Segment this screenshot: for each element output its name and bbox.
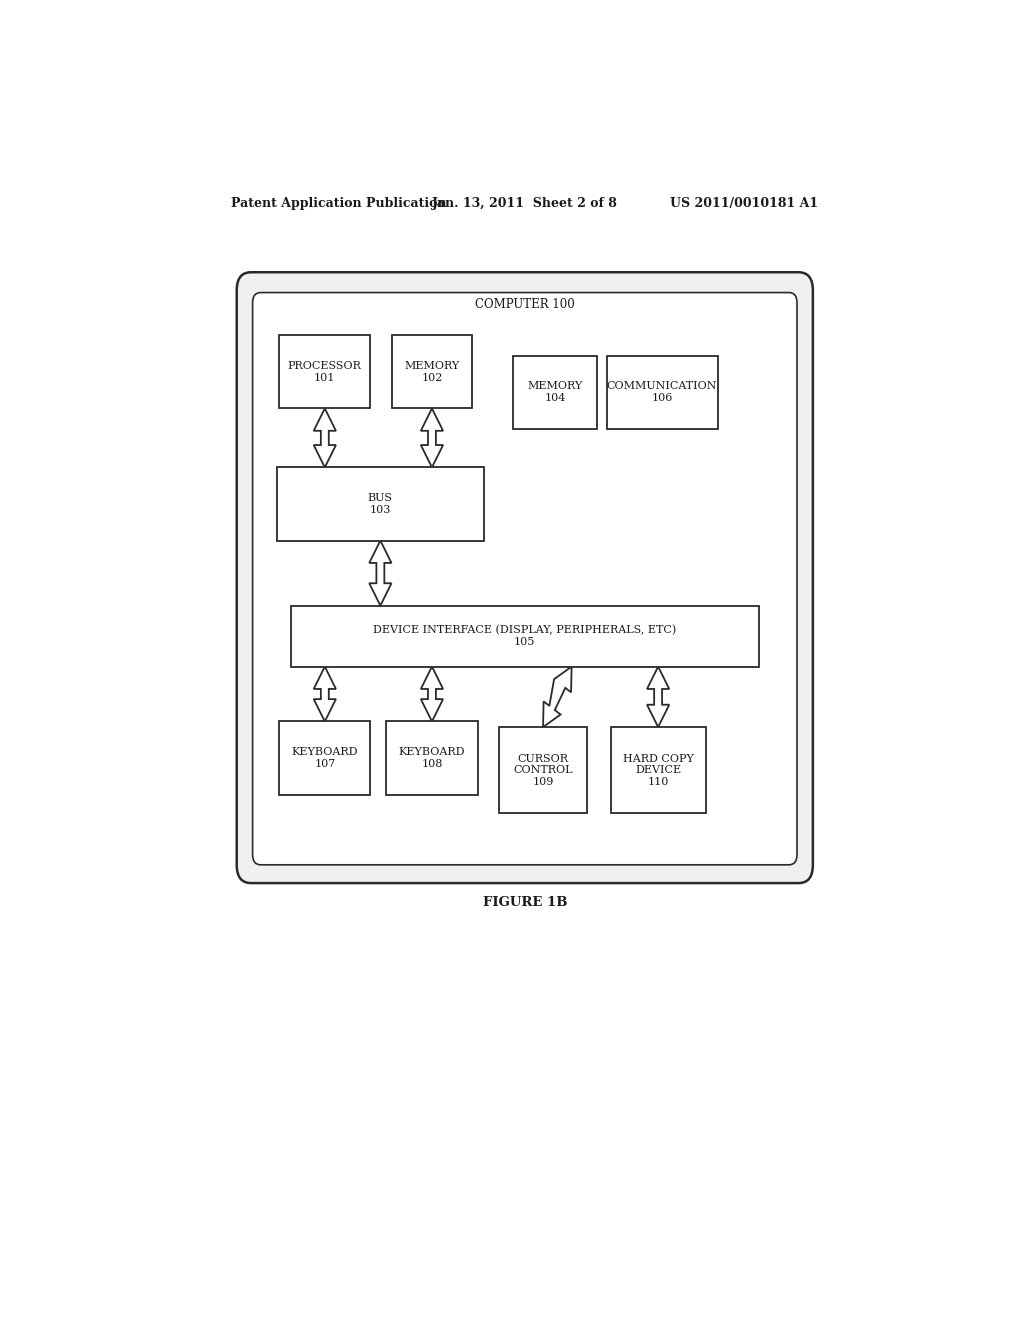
Bar xyxy=(500,727,587,813)
Bar xyxy=(513,355,597,429)
Polygon shape xyxy=(370,541,391,606)
Text: DEVICE INTERFACE (DISPLAY, PERIPHERALS, ETC)
105: DEVICE INTERFACE (DISPLAY, PERIPHERALS, … xyxy=(373,626,677,647)
Bar xyxy=(386,722,477,795)
Bar xyxy=(280,722,371,795)
Text: COMMUNICATION
106: COMMUNICATION 106 xyxy=(607,381,718,403)
Text: FIGURE 1B: FIGURE 1B xyxy=(482,896,567,909)
Polygon shape xyxy=(313,408,336,467)
Text: Jan. 13, 2011  Sheet 2 of 8: Jan. 13, 2011 Sheet 2 of 8 xyxy=(432,197,617,210)
FancyBboxPatch shape xyxy=(237,272,813,883)
Bar xyxy=(291,606,759,667)
Text: KEYBOARD
107: KEYBOARD 107 xyxy=(292,747,358,768)
Text: COMPUTER 100: COMPUTER 100 xyxy=(475,298,574,312)
Polygon shape xyxy=(313,667,336,722)
Bar xyxy=(392,335,472,408)
FancyBboxPatch shape xyxy=(253,293,797,865)
Text: MEMORY
104: MEMORY 104 xyxy=(527,381,583,403)
Text: KEYBOARD
108: KEYBOARD 108 xyxy=(398,747,465,768)
Text: HARD COPY
DEVICE
110: HARD COPY DEVICE 110 xyxy=(623,754,693,787)
Bar xyxy=(606,355,718,429)
Polygon shape xyxy=(543,667,571,727)
Bar xyxy=(280,335,371,408)
Text: CURSOR
CONTROL
109: CURSOR CONTROL 109 xyxy=(513,754,572,787)
Bar xyxy=(610,727,706,813)
Text: US 2011/0010181 A1: US 2011/0010181 A1 xyxy=(671,197,818,210)
Polygon shape xyxy=(647,667,670,727)
Text: BUS
103: BUS 103 xyxy=(368,494,393,515)
Text: PROCESSOR
101: PROCESSOR 101 xyxy=(288,362,361,383)
Polygon shape xyxy=(421,667,443,722)
Text: MEMORY
102: MEMORY 102 xyxy=(404,362,460,383)
Polygon shape xyxy=(421,408,443,467)
Text: Patent Application Publication: Patent Application Publication xyxy=(231,197,446,210)
Bar xyxy=(278,467,483,541)
